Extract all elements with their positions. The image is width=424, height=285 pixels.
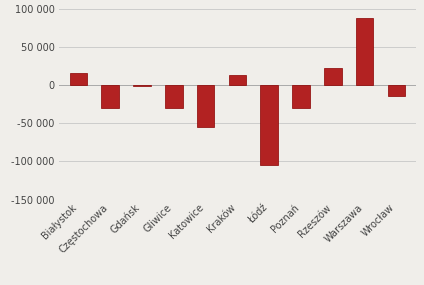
- Bar: [292, 85, 310, 108]
- Bar: [229, 75, 246, 85]
- Bar: [197, 85, 215, 127]
- Bar: [165, 85, 183, 108]
- Bar: [70, 74, 87, 85]
- Bar: [324, 68, 342, 85]
- Bar: [356, 18, 374, 85]
- Bar: [388, 85, 405, 96]
- Bar: [133, 85, 151, 86]
- Bar: [260, 85, 278, 165]
- Bar: [101, 85, 119, 108]
